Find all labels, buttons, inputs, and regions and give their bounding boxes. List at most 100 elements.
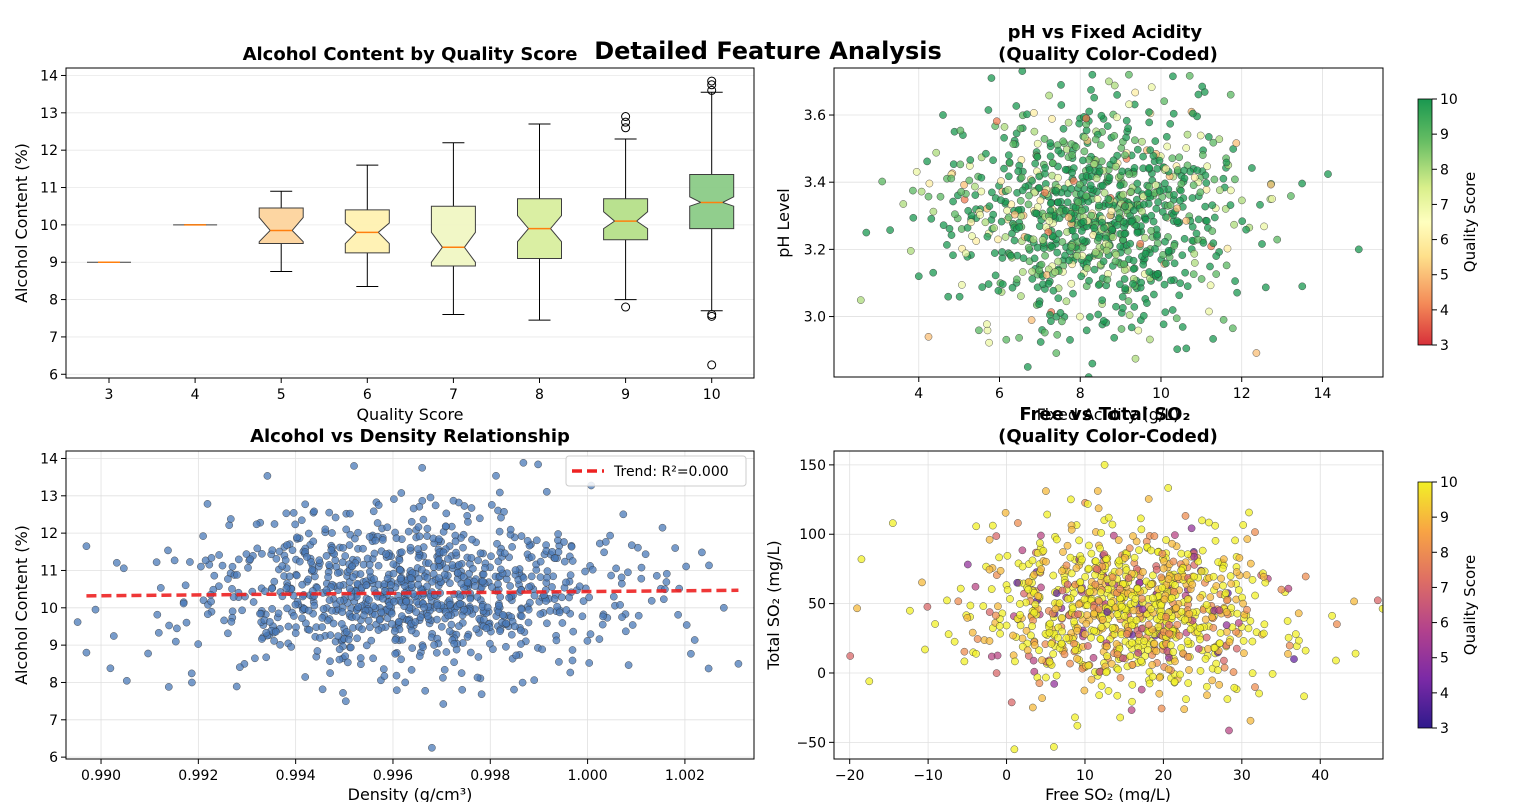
data-point — [454, 561, 463, 569]
data-point — [1100, 224, 1108, 232]
data-point — [525, 583, 533, 591]
data-point — [1085, 166, 1094, 174]
data-point — [1091, 135, 1100, 144]
data-point — [298, 580, 307, 589]
data-point — [1139, 260, 1147, 269]
y-tick-label: 7 — [49, 713, 58, 729]
data-point — [1036, 222, 1044, 230]
data-point — [519, 458, 528, 467]
data-point — [304, 575, 313, 584]
data-point — [226, 515, 235, 523]
data-point — [1052, 186, 1060, 195]
y-tick-label: 100 — [799, 527, 826, 543]
data-point — [315, 556, 324, 565]
data-point — [972, 522, 981, 531]
data-point — [1268, 670, 1277, 678]
data-point — [1042, 487, 1050, 495]
data-point — [1087, 675, 1096, 684]
data-point — [1052, 671, 1061, 680]
data-point — [1180, 705, 1188, 714]
data-point — [402, 597, 411, 606]
data-point — [1205, 307, 1213, 316]
data-point — [1053, 248, 1061, 257]
data-point — [1090, 93, 1098, 102]
data-point — [931, 620, 939, 628]
data-point — [1125, 544, 1134, 553]
data-point — [1058, 614, 1066, 622]
data-point — [502, 619, 511, 628]
data-point — [1216, 639, 1224, 648]
data-point — [968, 232, 976, 240]
data-point — [543, 619, 551, 628]
data-point — [1086, 181, 1095, 190]
data-point — [390, 627, 399, 636]
data-point — [1036, 539, 1044, 547]
data-point — [1208, 201, 1217, 209]
data-point — [1201, 655, 1210, 663]
data-point — [622, 627, 630, 636]
data-point — [346, 643, 355, 652]
data-point — [939, 111, 947, 119]
data-point — [1210, 175, 1219, 184]
data-point — [1113, 91, 1121, 99]
data-point — [924, 192, 933, 201]
data-point — [301, 673, 310, 681]
data-point — [1067, 279, 1076, 288]
data-point — [1203, 217, 1211, 225]
data-point — [936, 192, 945, 201]
data-point — [419, 515, 428, 524]
data-point — [993, 651, 1002, 660]
data-point — [957, 188, 966, 196]
plot-frame — [65, 67, 755, 379]
data-point — [1258, 240, 1266, 248]
data-point — [1089, 654, 1098, 662]
data-point — [1102, 246, 1111, 255]
data-point — [1095, 691, 1103, 700]
data-point — [1176, 670, 1184, 679]
data-point — [1022, 627, 1031, 635]
data-point — [1118, 602, 1126, 611]
data-point — [1018, 186, 1027, 195]
data-point — [1240, 649, 1248, 658]
box-10 — [689, 76, 735, 370]
data-point — [971, 182, 979, 191]
data-point — [1145, 182, 1154, 191]
data-point — [181, 581, 190, 590]
data-point — [1125, 311, 1134, 319]
data-point — [473, 673, 482, 682]
data-point — [558, 593, 566, 602]
data-point — [512, 651, 521, 660]
outlier-point — [707, 85, 717, 95]
data-point — [414, 523, 423, 531]
data-point — [472, 625, 481, 633]
data-point — [416, 613, 425, 622]
data-point — [1047, 199, 1055, 208]
data-point — [943, 241, 951, 249]
data-point — [1028, 267, 1036, 276]
data-point — [1032, 209, 1041, 218]
data-point — [339, 689, 347, 697]
data-point — [1009, 631, 1017, 640]
x-tick-label: 4 — [914, 386, 923, 402]
data-point — [1010, 745, 1019, 754]
data-point — [1145, 118, 1153, 127]
data-point — [1053, 535, 1061, 544]
data-point — [634, 611, 643, 620]
data-point — [420, 603, 428, 612]
data-point — [1031, 159, 1039, 168]
data-point — [1121, 202, 1129, 211]
data-point — [1136, 240, 1145, 248]
data-point — [276, 641, 284, 649]
y-tick-label: 6 — [49, 750, 58, 766]
data-point — [1143, 299, 1151, 307]
data-point — [1301, 646, 1310, 655]
data-point — [1080, 686, 1089, 695]
data-point — [1189, 270, 1198, 279]
data-point — [1202, 179, 1211, 187]
data-point — [439, 548, 448, 557]
data-point — [612, 564, 620, 573]
data-point — [991, 271, 1000, 280]
data-point — [923, 603, 932, 611]
data-point — [1131, 354, 1140, 363]
outlier-point — [707, 360, 717, 370]
